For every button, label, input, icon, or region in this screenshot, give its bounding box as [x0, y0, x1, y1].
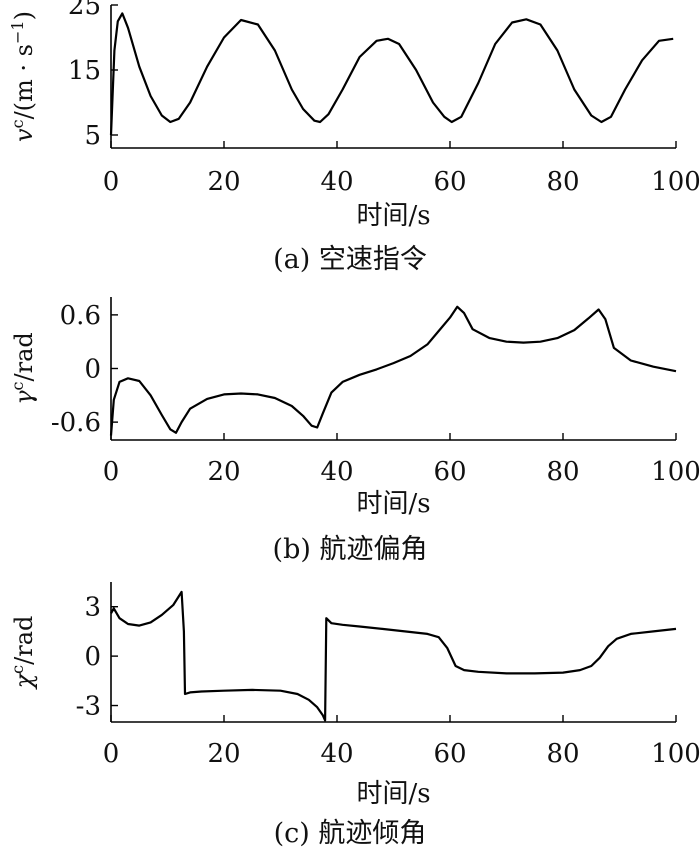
x-tick-label: 60 [433, 457, 466, 487]
x-tick-label: 60 [433, 739, 466, 769]
y-axis-label: vc/(m · s−1) [8, 11, 39, 142]
x-tick-label: 100 [651, 457, 700, 487]
y-axis-superscript: c [8, 381, 27, 390]
x-tick-label: 100 [651, 167, 700, 197]
x-tick-label: 40 [320, 457, 353, 487]
chart-panel-1: 0 20 40 60 80 100 5 15 25 时间/s vc/(m · s−1) (a) 空速指… [8, 0, 700, 275]
x-tick-label: 60 [433, 167, 466, 197]
panel-caption: (c) 航迹倾角 [274, 818, 427, 849]
y-axis-superscript: c [8, 665, 27, 674]
y-axis-label: γc/rad [8, 332, 39, 405]
y-axis-superscript: c [8, 119, 27, 128]
y-tick-label: 15 [68, 56, 101, 86]
y-tick-label: 0 [84, 355, 101, 385]
x-axis-label: 时间/s [356, 489, 430, 519]
y-tick-label: 25 [68, 0, 101, 21]
x-tick-label: 100 [651, 739, 700, 769]
x-tick-label: 40 [320, 739, 353, 769]
y-axis-label: χc/rad [8, 616, 39, 691]
y-axis-unit: /(m · s [10, 44, 38, 119]
series-line-1 [110, 590, 677, 722]
y-tick-label: 3 [84, 593, 101, 623]
x-axis-label: 时间/s [356, 779, 430, 809]
y-axis-unit: /rad [10, 616, 38, 665]
x-tick-label: 0 [103, 167, 120, 197]
x-tick-label: 80 [546, 457, 579, 487]
x-tick-label: 20 [207, 167, 240, 197]
x-tick-label: 0 [103, 457, 120, 487]
y-tick-label: -0.6 [51, 408, 101, 438]
y-axis-unit-superscript: −1 [8, 20, 27, 44]
y-tick-label: 5 [84, 121, 101, 151]
y-axis-unit: /rad [10, 332, 38, 381]
y-axis-symbol: χ [10, 672, 38, 690]
panel-caption: (a) 空速指令 [273, 244, 427, 275]
series-line-1 [109, 305, 677, 436]
series-line-1 [109, 12, 674, 136]
x-tick-label: 80 [546, 167, 579, 197]
y-axis-symbol: v [10, 128, 38, 142]
panel-caption: (b) 航迹偏角 [273, 534, 428, 565]
y-axis-unit-close: ) [10, 11, 38, 20]
y-tick-label: 0 [84, 642, 101, 672]
x-axis-label: 时间/s [356, 201, 430, 231]
x-tick-label: 20 [207, 739, 240, 769]
x-tick-label: 20 [207, 457, 240, 487]
x-tick-label: 40 [320, 167, 353, 197]
y-axis-symbol: γ [10, 390, 38, 405]
x-tick-label: 80 [546, 739, 579, 769]
chart-panel-2: 0 20 40 60 80 100-0.600.6时间/sγc/rad(b) 航迹偏角 [8, 297, 700, 565]
y-tick-label: 0.6 [60, 301, 101, 331]
x-tick-label: 0 [103, 739, 120, 769]
y-tick-label: -3 [76, 692, 101, 722]
